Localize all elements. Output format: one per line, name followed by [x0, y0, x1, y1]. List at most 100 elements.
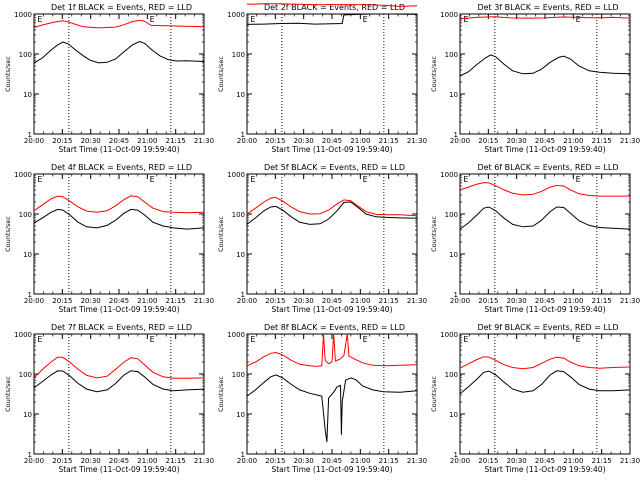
events-series-line	[459, 54, 631, 77]
events-series-line	[246, 201, 418, 225]
x-tick-label: 21:30	[407, 297, 427, 305]
x-tick-label: 21:30	[194, 457, 214, 465]
x-tick-label: 20:45	[322, 457, 342, 465]
x-tick-label: 20:15	[478, 457, 498, 465]
x-tick-label: 21:30	[407, 457, 427, 465]
plot-frame	[246, 13, 418, 135]
plot-frame	[33, 333, 205, 455]
x-tick-label: 20:00	[237, 457, 257, 465]
lld-series-line	[459, 356, 631, 370]
x-tick-label: 21:15	[592, 297, 612, 305]
lld-series-line	[33, 356, 205, 379]
detector-panel-2: Det 2f BLACK = Events, RED = LLD E E 1 10 100…	[217, 3, 427, 154]
x-tick-label: 20:30	[507, 457, 527, 465]
panel-title: Det 1f BLACK = Events, RED = LLD	[51, 3, 192, 12]
x-tick-label: 21:00	[563, 297, 583, 305]
plot-frame	[459, 173, 631, 295]
x-tick-label: 20:45	[109, 137, 129, 145]
x-tick-label: 21:15	[379, 457, 399, 465]
x-tick-label: 20:00	[24, 297, 44, 305]
lld-series-line	[246, 333, 418, 367]
x-tick-label: 21:15	[166, 137, 186, 145]
panel-title: Det 9f BLACK = Events, RED = LLD	[477, 323, 618, 332]
x-tick-label: 20:30	[81, 137, 101, 145]
x-tick-label: 20:45	[109, 297, 129, 305]
lld-series-line	[459, 16, 631, 20]
edge-marker: E	[363, 175, 368, 184]
y-tick-label: 1	[28, 291, 32, 299]
events-series-line	[459, 370, 631, 395]
x-axis-label: Start Time (11-Oct-09 19:59:40)	[58, 305, 179, 314]
x-tick-label: 21:00	[350, 137, 370, 145]
y-axis-label: Counts/sec	[430, 56, 438, 92]
x-tick-label: 20:00	[24, 137, 44, 145]
events-series-line	[246, 13, 418, 25]
edge-marker: E	[463, 335, 468, 344]
x-tick-label: 21:30	[407, 137, 427, 145]
y-axis-label: Counts/sec	[430, 376, 438, 412]
edge-marker: E	[576, 15, 581, 24]
events-series-line	[459, 206, 631, 230]
y-tick-label: 10	[236, 251, 245, 259]
x-tick-label: 20:30	[81, 297, 101, 305]
events-series-line	[246, 374, 418, 443]
y-tick-label: 1000	[440, 331, 458, 339]
plot-frame	[459, 333, 631, 455]
x-tick-label: 21:00	[350, 297, 370, 305]
panel-title: Det 2f BLACK = Events, RED = LLD	[264, 3, 405, 12]
y-tick-label: 100	[445, 211, 458, 219]
edge-marker: E	[363, 335, 368, 344]
y-tick-label: 1	[454, 131, 458, 139]
x-axis-label: Start Time (11-Oct-09 19:59:40)	[484, 465, 605, 474]
x-tick-label: 20:15	[265, 297, 285, 305]
y-tick-label: 10	[23, 91, 32, 99]
x-tick-label: 21:15	[166, 297, 186, 305]
y-tick-label: 100	[232, 51, 245, 59]
x-tick-label: 20:30	[294, 297, 314, 305]
x-tick-label: 20:00	[450, 297, 470, 305]
y-tick-label: 1	[241, 451, 245, 459]
lld-series-line	[246, 196, 418, 217]
y-axis-label: Counts/sec	[217, 216, 225, 252]
y-tick-label: 100	[19, 211, 32, 219]
x-tick-label: 20:15	[52, 457, 72, 465]
y-tick-label: 10	[236, 411, 245, 419]
panel-title: Det 4f BLACK = Events, RED = LLD	[51, 163, 192, 172]
edge-marker: E	[463, 15, 468, 24]
x-tick-label: 20:15	[52, 137, 72, 145]
y-tick-label: 1	[454, 451, 458, 459]
edge-marker: E	[363, 15, 368, 24]
y-tick-label: 10	[23, 251, 32, 259]
x-tick-label: 20:15	[478, 297, 498, 305]
x-tick-label: 20:45	[535, 137, 555, 145]
edge-marker: E	[463, 175, 468, 184]
y-axis-label: Counts/sec	[4, 216, 12, 252]
y-tick-label: 1000	[440, 171, 458, 179]
y-tick-label: 1	[241, 131, 245, 139]
x-tick-label: 20:45	[322, 137, 342, 145]
x-tick-label: 21:30	[620, 137, 640, 145]
panel-title: Det 8f BLACK = Events, RED = LLD	[264, 323, 405, 332]
y-axis-label: Counts/sec	[217, 56, 225, 92]
edge-marker: E	[576, 175, 581, 184]
x-tick-label: 21:00	[137, 137, 157, 145]
x-tick-label: 20:15	[478, 137, 498, 145]
y-tick-label: 100	[445, 51, 458, 59]
lld-series-line	[246, 3, 418, 7]
x-axis-label: Start Time (11-Oct-09 19:59:40)	[484, 305, 605, 314]
detector-panel-9: Det 9f BLACK = Events, RED = LLD E E 1 10 100…	[430, 323, 640, 474]
edge-marker: E	[576, 335, 581, 344]
detector-panel-5: Det 5f BLACK = Events, RED = LLD E E 1 10 100…	[217, 163, 427, 314]
y-axis-label: Counts/sec	[4, 376, 12, 412]
x-tick-label: 20:30	[294, 137, 314, 145]
x-tick-label: 21:00	[563, 137, 583, 145]
events-series-line	[33, 40, 205, 64]
y-tick-label: 10	[449, 251, 458, 259]
y-tick-label: 1	[28, 131, 32, 139]
edge-marker: E	[250, 335, 255, 344]
panel-title: Det 6f BLACK = Events, RED = LLD	[477, 163, 618, 172]
lld-series-line	[33, 19, 205, 29]
x-tick-label: 21:15	[592, 137, 612, 145]
y-tick-label: 10	[449, 91, 458, 99]
